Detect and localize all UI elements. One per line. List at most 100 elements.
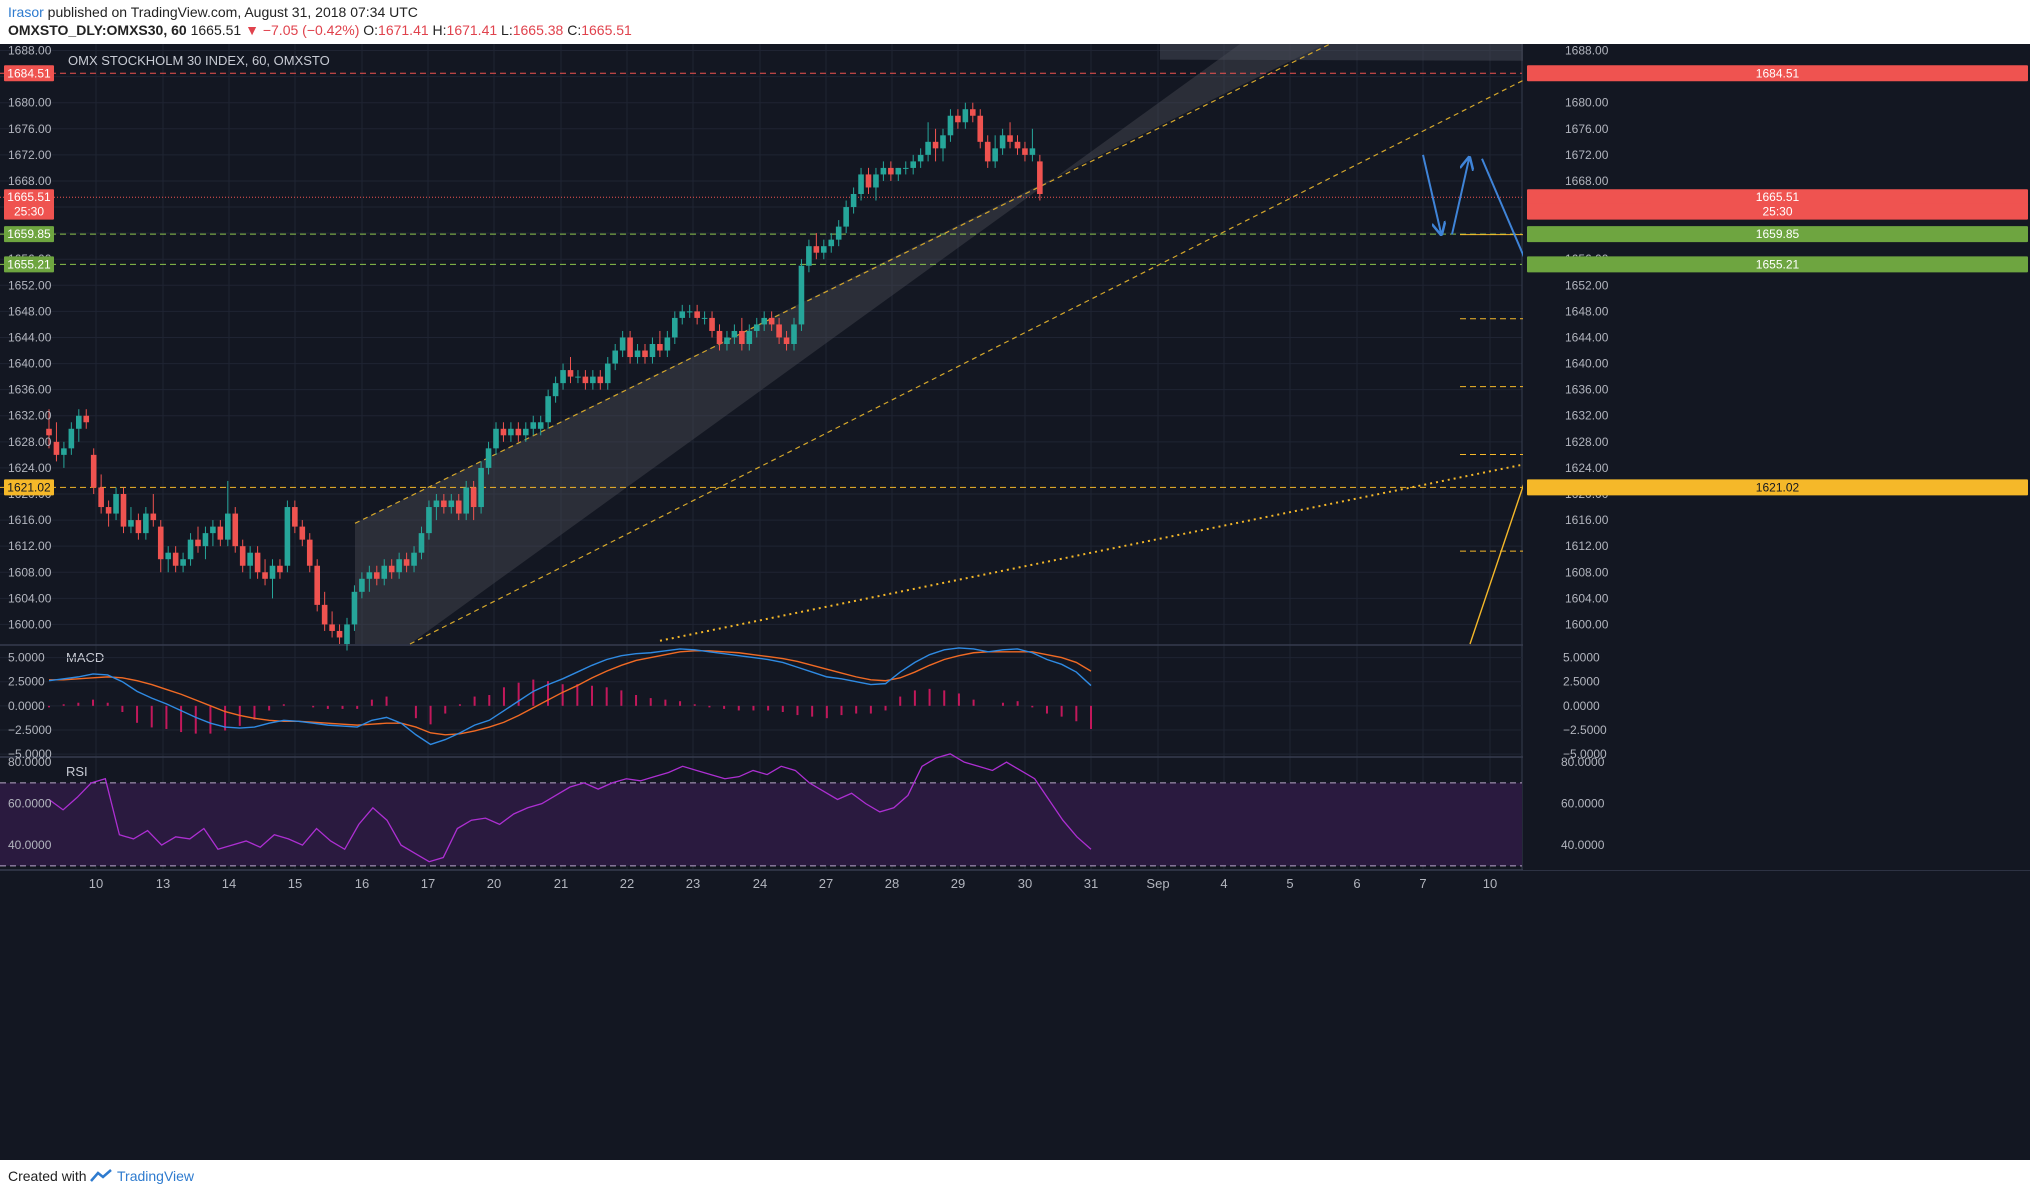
candle [776,324,782,338]
candle [634,350,641,358]
candle [828,239,835,247]
tradingview-logo-icon [90,1169,112,1182]
price-tick-left: 1612.00 [8,539,52,553]
candle [210,526,216,534]
price-badge-left [4,226,54,243]
publish-line: Irasor published on TradingView.com, Aug… [8,4,418,20]
candle [232,513,239,547]
candle [746,330,753,344]
candle [463,487,469,514]
candle [657,344,663,351]
candle [195,539,201,547]
time-tick: 10 [89,876,103,891]
candle [783,337,790,344]
candle [1007,135,1013,142]
price-badge [1527,226,2028,243]
macd-tick: 2.5000 [1563,675,1600,689]
time-axis: 10 13 14 15 16 17 20 21 22 23 24 27 28 29 30 31 Sep 4 5 6 7 1… [0,871,2030,1160]
time-tick: 4 [1220,876,1227,891]
candle [530,422,537,429]
price-tick: 1644.00 [1565,330,1609,344]
macd-pane: MACD [0,647,1522,755]
price-tick-left: 1600.00 [8,617,52,631]
candle [597,376,604,384]
time-tick: 5 [1286,876,1293,891]
channel-upper-line [354,44,1331,524]
time-axis-bg [0,871,2030,1160]
price-badge-left [4,203,54,220]
candle [478,467,484,508]
support-trendline [659,372,1971,642]
price-badge-label-left: 1659.85 [7,227,51,241]
candle [843,207,849,227]
candle [627,337,633,358]
open-value: 1671.41 [378,22,429,38]
candle [470,487,477,508]
candle [120,494,127,527]
candle [865,174,872,188]
candle [515,428,522,436]
candle [150,513,157,521]
price-tick: 1632.00 [1565,409,1609,423]
time-tick: 13 [156,876,170,891]
price-tick: 1636.00 [1565,383,1609,397]
time-tick: 7 [1419,876,1426,891]
candle [426,507,432,534]
price-tick-left: 1632.00 [8,409,52,423]
candle [172,552,179,566]
grid [0,44,2030,871]
candle [694,311,700,318]
candle [612,350,618,364]
price-tick-left: 1652.00 [8,278,52,292]
publish-info: published on TradingView.com, August 31,… [43,4,418,20]
candle [76,415,82,429]
price-tick: 1672.00 [1565,148,1609,162]
macd-tick: −2.5000 [1563,723,1607,737]
candle [396,559,402,573]
candle [61,448,67,455]
candle [418,533,425,553]
candle [575,376,581,378]
candle [262,572,268,579]
candle [835,226,842,240]
chart-canvas[interactable]: 0.236(1659.77)0.382(1646.88)0.5(1636.47)… [0,44,2030,1160]
price-badge-label: 1655.21 [1756,257,1800,271]
time-tick: 24 [753,876,767,891]
candle [709,317,715,331]
candle [619,337,626,351]
time-tick: 17 [421,876,435,891]
candle [299,526,306,540]
candle [277,565,283,573]
candle [202,533,209,547]
candle [739,330,745,344]
price-tick: 1600.00 [1565,617,1609,631]
candle [374,572,380,579]
candle [500,428,507,436]
created-with: Created with [8,1168,87,1184]
candle [225,513,231,540]
candle [768,317,775,325]
rsi-line [48,753,1092,863]
price-tick-left: 1616.00 [8,513,52,527]
candle [105,507,112,514]
candle [731,330,738,338]
tradingview-link[interactable]: TradingView [117,1168,195,1184]
candle [955,115,961,123]
candle [932,141,939,149]
candle [947,115,954,136]
candle [187,539,194,560]
price-tick: 1608.00 [1565,565,1609,579]
price-tick-left: 1640.00 [8,357,52,371]
price-badge-label: 1665.51 [1756,190,1800,204]
rsi-tick: 60.0000 [1561,797,1605,811]
price-badge-label-left: 1665.51 [7,190,51,204]
price-badge-left [4,65,54,82]
time-tick: 28 [885,876,899,891]
price-tick-left: 1608.00 [8,565,52,579]
price-badge-left [4,256,54,273]
candle [582,376,589,384]
wave-arrow-up [1451,159,1469,235]
price-badge-left [4,189,54,206]
author-link[interactable]: Irasor [8,4,44,20]
low-value: 1665.38 [512,22,564,38]
